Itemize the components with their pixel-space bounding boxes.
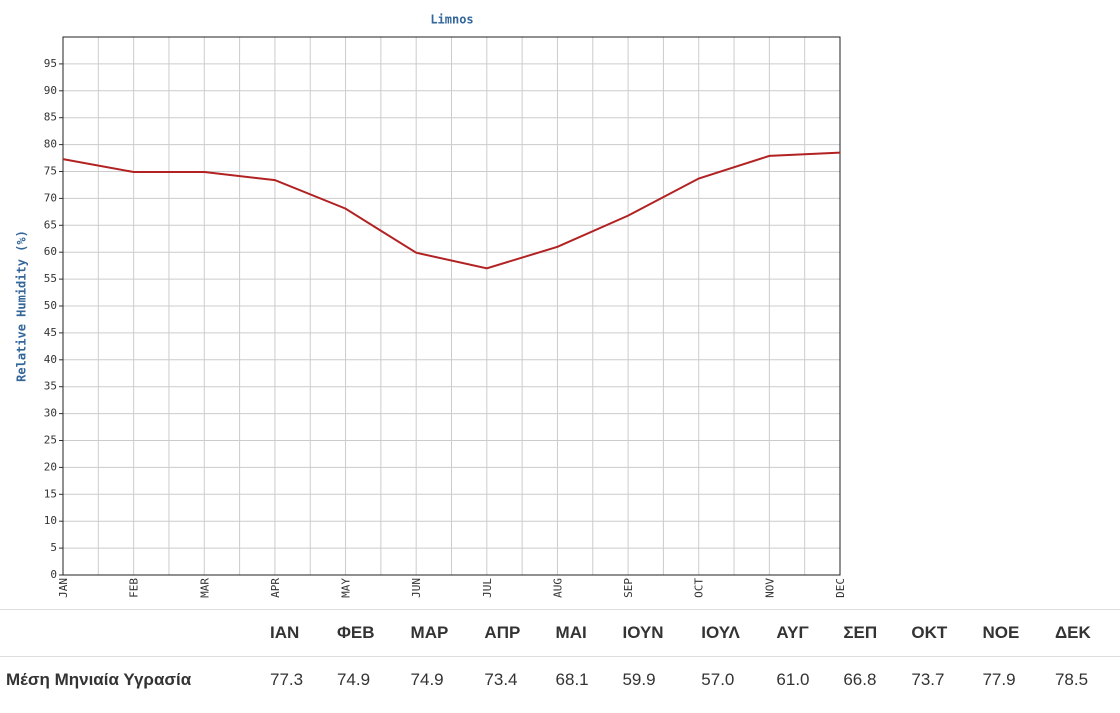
data-cell: 68.1 [549, 656, 617, 703]
header-cell: ΑΥΓ [770, 609, 838, 657]
chart: Limnos Relative Humidity (%) 0 5 10 15 20 25 3… [15, 13, 848, 598]
data-cell: 61.0 [770, 656, 838, 703]
x-tick-label: MAY [340, 578, 353, 598]
y-tick-label: 0 [50, 568, 57, 581]
data-cell: 73.7 [905, 656, 977, 703]
y-tick-label: 90 [44, 84, 57, 97]
y-tick-label: 40 [44, 353, 57, 366]
x-tick-label: APR [269, 578, 282, 598]
chart-title: Limnos [430, 13, 473, 27]
x-tick-label: AUG [551, 578, 564, 598]
x-tick-label: JUL [481, 578, 494, 598]
header-cell: ΣΕΠ [837, 609, 906, 657]
x-tick-label: MAR [198, 578, 211, 598]
x-tick-label: FEB [128, 578, 141, 598]
x-tick-label: SEP [622, 578, 635, 598]
data-cell: 77.9 [976, 656, 1049, 703]
data-cell: 77.3 [264, 656, 331, 703]
header-cell: ΔΕΚ [1048, 609, 1120, 657]
data-cell: 59.9 [616, 656, 696, 703]
y-tick-label: 25 [44, 434, 57, 447]
y-tick-label: 10 [44, 514, 57, 527]
header-cell: ΑΠΡ [478, 609, 550, 657]
y-tick-label: 70 [44, 191, 57, 204]
y-tick-label: 75 [44, 165, 57, 178]
x-tick-label: NOV [763, 578, 776, 598]
header-row: ΙΑΝ ΦΕΒ ΜΑΡ ΑΠΡ ΜΑΙ ΙΟΥΝ ΙΟΥΛ ΑΥΓ ΣΕΠ ΟΚΤ ΝΟΕ ΔΕΚ [0, 609, 1120, 657]
plot-frame [62, 36, 841, 576]
data-cell: 73.4 [478, 656, 550, 703]
data-row: Μέση Μηνιαία Υγρασία 77.3 74.9 74.9 73.4 68.1… [0, 656, 1120, 703]
data-cell: 74.9 [330, 656, 405, 703]
y-axis-label: Relative Humidity (%) [15, 230, 29, 382]
data-cell: 57.0 [695, 656, 771, 703]
header-cell: ΟΚΤ [905, 609, 977, 657]
header-cell: ΝΟΕ [976, 609, 1049, 657]
data-cell: 66.8 [837, 656, 906, 703]
y-tick-label: 60 [44, 245, 57, 258]
y-tick-label: 20 [44, 460, 57, 473]
header-cell: ΙΟΥΝ [616, 609, 696, 657]
y-tick-label: 35 [44, 380, 57, 393]
header-cell: ΙΟΥΛ [695, 609, 771, 657]
data-table: ΙΑΝ ΦΕΒ ΜΑΡ ΑΠΡ ΜΑΙ ΙΟΥΝ ΙΟΥΛ ΑΥΓ ΣΕΠ ΟΚΤ ΝΟΕ ΔΕΚ Μ… [0, 609, 1120, 703]
header-cell: ΜΑΙ [549, 609, 617, 657]
x-tick-label: JUN [410, 578, 423, 598]
x-tick-label: JAN [57, 578, 70, 598]
header-cell: ΙΑΝ [264, 609, 331, 657]
header-cell: ΦΕΒ [330, 609, 405, 657]
header-cell [0, 609, 264, 657]
y-tick-label: 85 [44, 111, 57, 124]
x-tick-label: OCT [693, 578, 706, 598]
y-tick-label: 55 [44, 272, 57, 285]
row-label: Μέση Μηνιαία Υγρασία [0, 656, 264, 703]
y-tick-label: 80 [44, 138, 57, 151]
y-tick-label: 45 [44, 326, 57, 339]
y-tick-label: 65 [44, 218, 57, 231]
data-cell: 78.5 [1048, 656, 1120, 703]
x-tick-label: DEC [834, 578, 847, 598]
data-cell: 74.9 [404, 656, 479, 703]
header-cell: ΜΑΡ [404, 609, 479, 657]
y-tick-label: 30 [44, 407, 57, 420]
y-tick-label: 5 [50, 541, 57, 554]
y-tick-label: 50 [44, 299, 57, 312]
line [62, 151, 841, 270]
y-tick-label: 15 [44, 487, 57, 500]
y-tick-label: 95 [44, 57, 57, 70]
